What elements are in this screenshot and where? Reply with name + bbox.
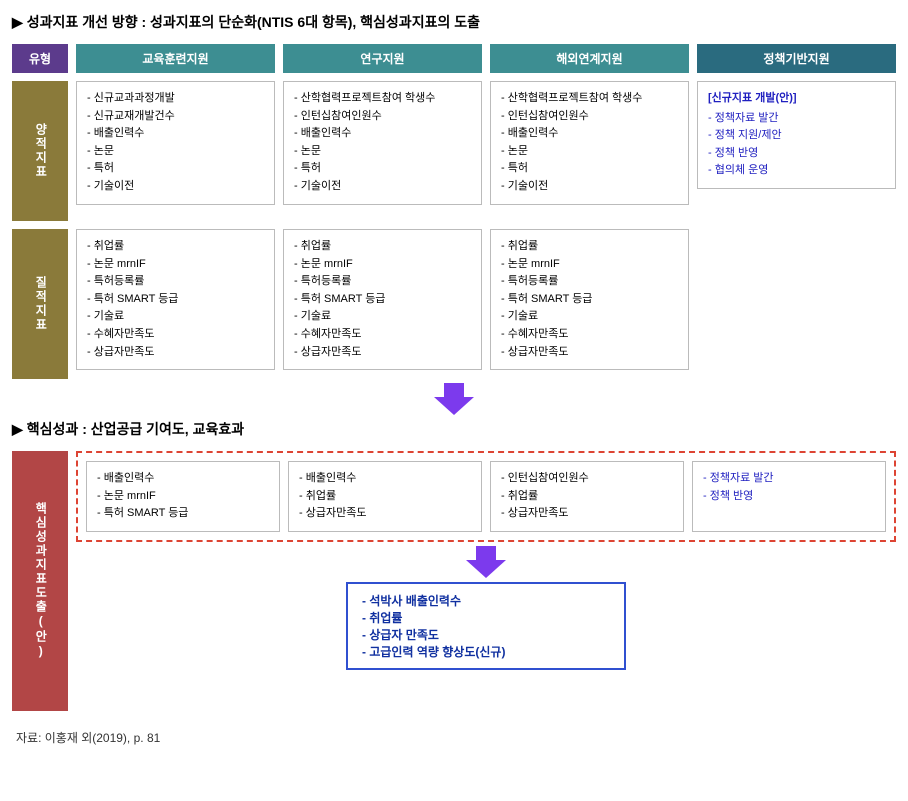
qual-item: 특허 SMART 등급 (501, 291, 678, 309)
core-item: 배출인력수 (299, 470, 471, 488)
final-item: 석박사 배출인력수 (362, 592, 610, 609)
qual-item: 특허 SMART 등급 (294, 291, 471, 309)
qual-item: 논문 mrnIF (87, 256, 264, 274)
qual-box-2: 취업률 논문 mrnIF 특허등록률 특허 SMART 등급 기술료 수혜자만족… (283, 229, 482, 370)
qual-item: 상급자만족도 (87, 344, 264, 362)
qual-item: 특허 SMART 등급 (87, 291, 264, 309)
qual-box-1: 취업률 논문 mrnIF 특허등록률 특허 SMART 등급 기술료 수혜자만족… (76, 229, 275, 370)
arrow-1 (12, 383, 896, 415)
qual-item: 특허등록률 (294, 273, 471, 291)
quant-item: 정책 지원/제안 (708, 127, 885, 145)
final-item: 고급인력 역량 향상도(신규) (362, 643, 610, 660)
quant-box-2: 산학협력프로젝트참여 학생수 인턴십참여인원수 배출인력수 논문 특허 기술이전 (283, 81, 482, 205)
core-item: 상급자만족도 (299, 505, 471, 523)
col-header-2: 연구지원 (283, 44, 482, 73)
core-dashed-group: 배출인력수 논문 mrnIF 특허 SMART 등급 배출인력수 취업률 상급자… (76, 451, 896, 542)
section-title-1: 성과지표 개선 방향 : 성과지표의 단순화(NTIS 6대 항목), 핵심성과… (12, 12, 896, 32)
qual-item: 특허등록률 (87, 273, 264, 291)
final-item: 취업률 (362, 609, 610, 626)
quant4-header: [신규지표 개발(안)] (708, 90, 885, 108)
qual-item: 논문 mrnIF (501, 256, 678, 274)
core-box-2: 배출인력수 취업률 상급자만족도 (288, 461, 482, 532)
quant-box-1: 신규교과과정개발 신규교재개발건수 배출인력수 논문 특허 기술이전 (76, 81, 275, 205)
quant-item: 산학협력프로젝트참여 학생수 (294, 90, 471, 108)
qual-item: 취업률 (294, 238, 471, 256)
quant-item: 기술이전 (87, 178, 264, 196)
quant-item: 특허 (294, 160, 471, 178)
top-grid: 유형 교육훈련지원 연구지원 해외연계지원 정책기반지원 양적지표 신규교과과정… (12, 44, 896, 379)
quant-item: 인턴십참여인원수 (294, 108, 471, 126)
quant-item: 신규교재개발건수 (87, 108, 264, 126)
core-item: 배출인력수 (97, 470, 269, 488)
quant-item: 신규교과과정개발 (87, 90, 264, 108)
section-title-2: 핵심성과 : 산업공급 기여도, 교육효과 (12, 419, 896, 439)
qual-item: 특허등록률 (501, 273, 678, 291)
down-arrow-icon (466, 546, 506, 578)
qual-item: 취업률 (501, 238, 678, 256)
core-item: 취업률 (501, 488, 673, 506)
quant-item: 논문 (294, 143, 471, 161)
qual-item: 상급자만족도 (294, 344, 471, 362)
source-citation: 자료: 이홍재 외(2019), p. 81 (12, 729, 896, 746)
qual-item: 기술료 (501, 308, 678, 326)
quant-box-4: [신규지표 개발(안)] 정책자료 발간 정책 지원/제안 정책 반영 협의체 … (697, 81, 896, 189)
core-box-1: 배출인력수 논문 mrnIF 특허 SMART 등급 (86, 461, 280, 532)
final-item: 상급자 만족도 (362, 626, 610, 643)
core-item: 인턴십참여인원수 (501, 470, 673, 488)
qual-item: 수혜자만족도 (294, 326, 471, 344)
col-header-3: 해외연계지원 (490, 44, 689, 73)
side-label-core: 핵심성과지표도출(안) (12, 451, 68, 711)
final-box: 석박사 배출인력수 취업률 상급자 만족도 고급인력 역량 향상도(신규) (346, 582, 626, 670)
core-box-4: 정책자료 발간 정책 반영 (692, 461, 886, 532)
col-header-1: 교육훈련지원 (76, 44, 275, 73)
side-label-qual: 질적지표 (12, 229, 68, 379)
col-header-4: 정책기반지원 (697, 44, 896, 73)
core-item: 정책 반영 (703, 488, 875, 506)
quant-item: 배출인력수 (87, 125, 264, 143)
qual-item: 논문 mrnIF (294, 256, 471, 274)
qual-item: 수혜자만족도 (501, 326, 678, 344)
quant-item: 배출인력수 (501, 125, 678, 143)
quant-item: 산학협력프로젝트참여 학생수 (501, 90, 678, 108)
qual-item: 취업률 (87, 238, 264, 256)
qual-item: 수혜자만족도 (87, 326, 264, 344)
quant-item: 정책 반영 (708, 145, 885, 163)
quant-item: 협의체 운영 (708, 162, 885, 180)
core-item: 특허 SMART 등급 (97, 505, 269, 523)
quant-item: 배출인력수 (294, 125, 471, 143)
quant-item: 특허 (501, 160, 678, 178)
quant-item: 기술이전 (501, 178, 678, 196)
side-header-type: 유형 (12, 44, 68, 73)
core-grid: 핵심성과지표도출(안) 배출인력수 논문 mrnIF 특허 SMART 등급 배… (12, 451, 896, 711)
quant-item: 정책자료 발간 (708, 110, 885, 128)
core-item: 논문 mrnIF (97, 488, 269, 506)
quant-item: 특허 (87, 160, 264, 178)
quant-item: 인턴십참여인원수 (501, 108, 678, 126)
arrow-2 (76, 546, 896, 578)
quant-item: 논문 (87, 143, 264, 161)
quant-item: 기술이전 (294, 178, 471, 196)
qual-item: 기술료 (294, 308, 471, 326)
qual-item: 상급자만족도 (501, 344, 678, 362)
side-label-quant: 양적지표 (12, 81, 68, 221)
core-item: 정책자료 발간 (703, 470, 875, 488)
down-arrow-icon (434, 383, 474, 415)
core-item: 상급자만족도 (501, 505, 673, 523)
quant-box-3: 산학협력프로젝트참여 학생수 인턴십참여인원수 배출인력수 논문 특허 기술이전 (490, 81, 689, 205)
core-item: 취업률 (299, 488, 471, 506)
quant-item: 논문 (501, 143, 678, 161)
core-box-3: 인턴십참여인원수 취업률 상급자만족도 (490, 461, 684, 532)
qual-item: 기술료 (87, 308, 264, 326)
qual-box-3: 취업률 논문 mrnIF 특허등록률 특허 SMART 등급 기술료 수혜자만족… (490, 229, 689, 370)
